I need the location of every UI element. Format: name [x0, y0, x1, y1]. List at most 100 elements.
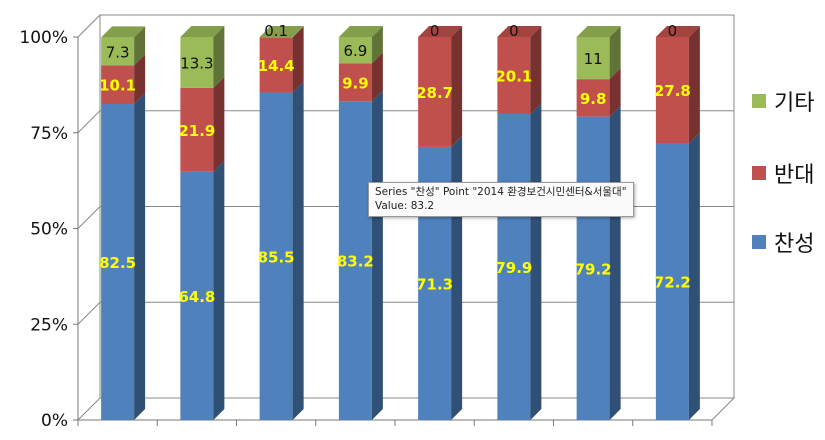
legend-label-other: 기타 — [774, 91, 815, 116]
data-label: 71.3 — [416, 275, 453, 293]
data-label: 9.8 — [580, 90, 607, 108]
data-labels-group: 82.5 10.1 7.3 64.8 21.9 13.3 85.5 14.4 0.1 83.2 9.… — [99, 22, 691, 306]
bar-front — [497, 113, 531, 420]
chart-gridlines — [77, 14, 734, 421]
legend-label-agree: 찬성 — [774, 232, 815, 257]
data-label: 27.8 — [654, 82, 691, 100]
legend-item-oppose[interactable]: 반대 — [752, 158, 814, 188]
data-label: 0 — [668, 22, 678, 40]
bar-top — [259, 26, 304, 37]
bar-segment — [101, 26, 146, 66]
bar-side — [213, 26, 225, 88]
bar-side — [292, 26, 304, 93]
bar-front — [338, 63, 372, 102]
bar-side — [451, 26, 463, 147]
data-label: 6.9 — [343, 42, 367, 60]
data-label: 64.8 — [178, 288, 215, 306]
gridline-diagonal — [77, 14, 101, 38]
legend-swatch-other — [752, 94, 766, 108]
y-axis: 0% 25% 50% 75% 100% — [19, 28, 79, 431]
y-tick-label: 25% — [30, 315, 68, 335]
bar-front — [259, 92, 293, 420]
x-axis-floor-edge — [711, 397, 735, 421]
data-label: 82.5 — [99, 254, 136, 272]
data-label: 14.4 — [258, 57, 295, 75]
bar-front — [418, 37, 452, 147]
bar-side — [134, 54, 146, 105]
bar-front — [576, 79, 610, 117]
y-tick-label: 0% — [41, 411, 68, 431]
bar-segment — [259, 26, 304, 93]
data-label: 11 — [584, 50, 603, 68]
bar-segment — [655, 132, 700, 420]
bar-front — [180, 171, 214, 420]
data-label: 0.1 — [264, 22, 288, 40]
data-label: 28.7 — [416, 84, 453, 102]
bar-top — [418, 26, 463, 37]
data-label: 20.1 — [495, 67, 532, 85]
bar-segment — [338, 26, 383, 64]
y-tick-label: 100% — [19, 28, 68, 48]
bar-segment — [418, 26, 463, 147]
y-tick-label: 50% — [30, 220, 68, 240]
bar-front — [180, 87, 214, 172]
bar-segment — [259, 26, 304, 38]
bar-side — [134, 26, 146, 66]
bar-front — [259, 37, 293, 93]
bar-front — [338, 101, 372, 421]
legend-item-other[interactable]: 기타 — [752, 86, 814, 116]
tooltip-series-point: Series "찬성" Point "2014 환경보건시민센터&서울대" — [375, 186, 627, 198]
bar-front — [101, 104, 135, 421]
bar-side — [688, 26, 700, 144]
bar-front — [497, 37, 531, 114]
bar-segment — [338, 52, 383, 102]
bar-segment — [259, 81, 304, 420]
data-label: 0 — [430, 22, 440, 40]
bar-front — [576, 37, 610, 80]
bar-side — [609, 26, 621, 80]
bar-segment — [497, 26, 542, 114]
legend-item-agree[interactable]: 찬성 — [752, 227, 814, 257]
bar-side — [371, 26, 383, 64]
bar-segment — [101, 93, 146, 421]
data-label: 9.9 — [342, 74, 369, 92]
data-label: 10.1 — [99, 77, 136, 95]
bar-segment — [101, 54, 146, 105]
data-label: 72.2 — [654, 274, 691, 292]
bar-series-group — [101, 26, 700, 421]
data-label: 0 — [509, 22, 519, 40]
data-label: 83.2 — [337, 253, 374, 271]
data-label: 21.9 — [178, 122, 215, 140]
bar-segment — [180, 160, 225, 421]
bar-top — [576, 26, 621, 37]
gridline-diagonal — [77, 301, 101, 325]
bar-top — [338, 26, 383, 37]
bar-top — [101, 26, 146, 38]
y-tick-label: 75% — [30, 124, 68, 144]
data-point-tooltip: Series "찬성" Point "2014 환경보건시민센터&서울대" Va… — [368, 182, 634, 217]
bar-side — [134, 93, 146, 421]
bar-front — [338, 37, 372, 64]
bar-side — [292, 26, 304, 38]
bar-top — [655, 26, 700, 37]
legend-swatch-oppose — [752, 166, 766, 180]
tooltip-value: Value: 83.2 — [375, 200, 435, 212]
legend-swatch-agree — [752, 235, 766, 249]
legend-label-oppose: 반대 — [774, 163, 815, 188]
bar-front — [180, 37, 214, 88]
bar-top — [497, 26, 542, 37]
bar-segment — [180, 26, 225, 88]
data-label: 79.9 — [495, 259, 532, 277]
bar-side — [371, 90, 383, 421]
data-label: 85.5 — [258, 248, 295, 266]
bar-side — [371, 52, 383, 102]
bar-front — [101, 65, 135, 105]
bar-segment — [576, 26, 621, 80]
bar-front — [655, 143, 689, 420]
bar-front — [655, 37, 689, 144]
bar-segment — [576, 68, 621, 117]
data-label: 79.2 — [575, 260, 612, 278]
bar-segment — [338, 90, 383, 421]
bar-side — [213, 160, 225, 421]
